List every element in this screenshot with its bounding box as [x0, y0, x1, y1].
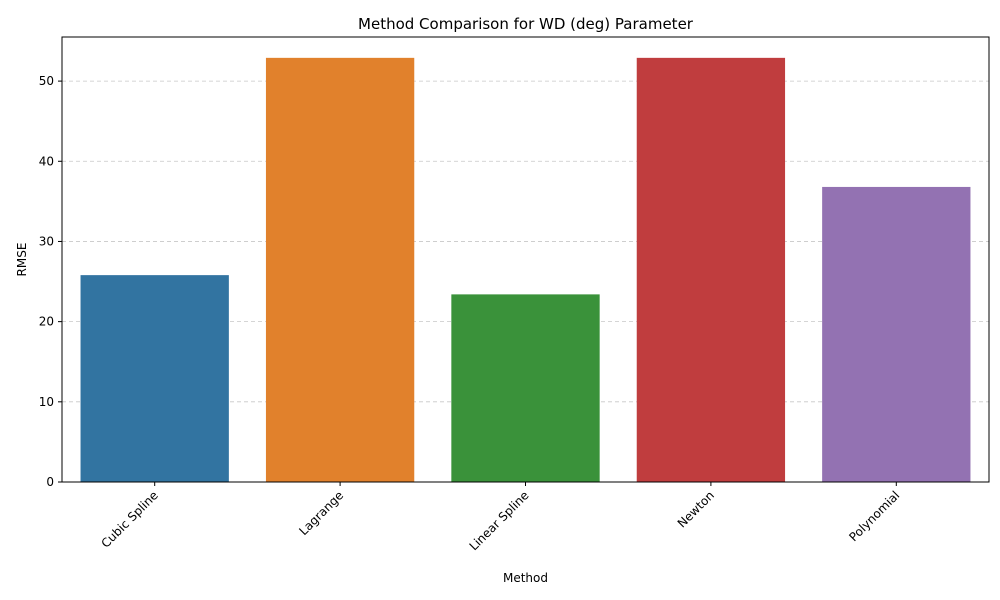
x-tick-label: Newton: [675, 488, 717, 530]
y-tick-label: 20: [39, 315, 54, 329]
x-tick-label: Polynomial: [846, 488, 902, 544]
x-axis: Cubic Spline Lagrange Linear Spline Newton P…: [98, 482, 902, 553]
bars: [80, 57, 971, 482]
x-axis-label: Method: [503, 571, 548, 585]
bar: [822, 186, 971, 482]
x-tick-label: Lagrange: [296, 488, 346, 538]
y-tick-label: 50: [39, 74, 54, 88]
y-tick-label: 40: [39, 154, 54, 168]
y-axis: 0 10 20 30 40 50: [39, 74, 62, 489]
bar: [636, 57, 786, 482]
y-tick-label: 30: [39, 234, 54, 248]
y-tick-label: 0: [46, 475, 54, 489]
bar: [265, 57, 415, 482]
y-axis-label: RMSE: [15, 243, 29, 277]
x-tick-label: Cubic Spline: [98, 488, 160, 550]
bar: [80, 275, 229, 482]
bar: [451, 294, 600, 482]
chart-title: Method Comparison for WD (deg) Parameter: [358, 15, 694, 33]
y-tick-label: 10: [39, 395, 54, 409]
x-tick-label: Linear Spline: [467, 488, 532, 553]
